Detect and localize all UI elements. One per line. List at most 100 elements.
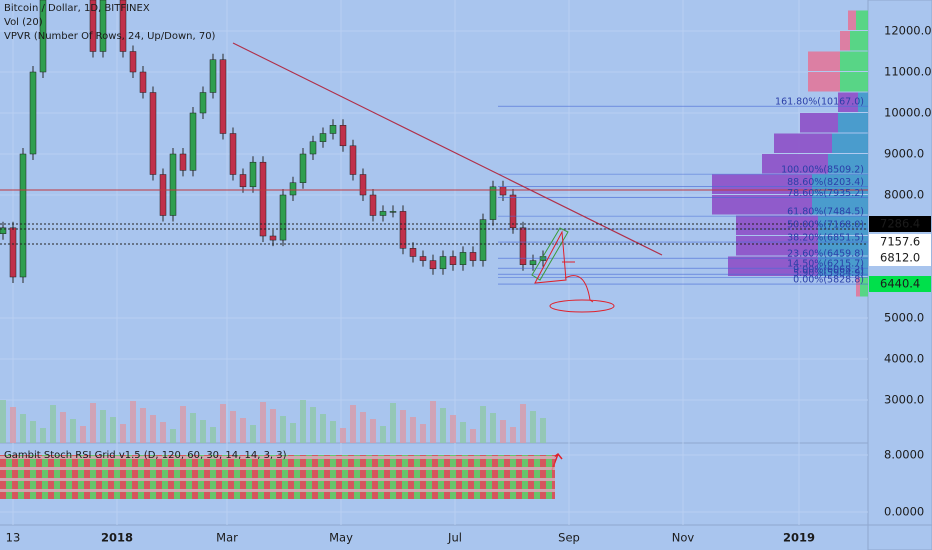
symbol-title: Bitcoin / Dollar, 1D, BITFINEX [4,3,150,14]
vpvr-up [812,195,868,215]
vpvr-up [838,113,868,133]
volume-bar [140,408,146,443]
vpvr-up [860,277,868,297]
volume-bar [350,405,356,443]
volume-bar [370,419,376,443]
candle [319,133,327,142]
volume-bar [170,429,176,443]
candle [499,186,507,196]
candle [39,0,47,73]
candle [259,161,267,237]
price-tag [869,250,931,266]
fib-label: 50.00%(7168.0) [787,220,864,231]
price-tick-label: 5000.0 [884,311,924,325]
volume-bar [210,427,216,443]
vpvr-down [712,174,812,194]
volume-bar [400,410,406,443]
price-tick-label: 8000.0 [884,188,924,202]
volume-bar [320,414,326,443]
vpvr-up [840,72,868,92]
volume-bar [420,424,426,443]
price-tag-label: 6812.0 [880,251,920,265]
volume-bar [440,408,446,443]
fib-label: 23.60%(6459.8) [787,249,864,260]
price-tick-label: 4000.0 [884,352,924,366]
candle [119,0,127,52]
volume-bar [240,418,246,443]
candle [419,256,427,261]
vpvr-up [812,174,868,194]
candle [519,227,527,265]
candle [289,182,297,196]
trend-line [232,42,663,256]
vpvr-down [840,31,850,51]
volume-bar [460,422,466,443]
fib-label: 5.90%(5984.9) [793,268,864,279]
candle [369,194,377,216]
candle [159,174,167,216]
candle [339,125,347,147]
vpvr-up [840,51,868,71]
vpvr-down [712,195,812,215]
volume-bar [100,410,106,443]
fib-label: 61.80%(7484.5) [787,207,864,218]
price-tag [869,234,931,250]
oscillator-title: Gambit Stoch RSI Grid v1.5 (D, 120, 60, … [4,450,287,461]
vpvr-down [848,10,856,30]
candle [29,71,37,155]
candle [489,186,497,220]
vpvr-down [762,154,828,174]
volume-bar [260,402,266,443]
volume-bar [340,428,346,443]
time-label: Nov [672,531,695,545]
price-tick-label: 9000.0 [884,147,924,161]
volume-bar [110,417,116,443]
candle [469,252,477,261]
volume-bar [410,417,416,443]
time-label: Mar [216,531,238,545]
time-label: Sep [558,531,580,545]
volume-bar [300,400,306,443]
candle [439,256,447,270]
fib-label: 0.00%(5828.8) [793,275,864,286]
candle [9,227,17,278]
candle [239,174,247,188]
volume-bar [10,407,16,443]
price-axis-panel [867,0,932,550]
volume-bar [430,401,436,443]
candle [269,235,277,241]
price-tick-label: 12000.0 [884,24,932,38]
price-tag-label: 7286.4 [880,217,920,231]
drawing [534,230,575,284]
candle [409,248,417,257]
volume-bar [20,414,26,443]
fib-label: 161.80%(10167.0) [775,97,864,108]
time-label: 13 [6,531,21,545]
candle [199,92,207,114]
volume-bar [310,407,316,443]
time-label: May [329,531,353,545]
volume-bar [500,420,506,443]
volume-bar [0,400,6,443]
fib-label: 88.60%(8203.4) [787,177,864,188]
vpvr-down [736,236,818,256]
candle [479,219,487,261]
oscillator-grid [0,455,555,499]
candle [429,260,437,270]
volume-bar [510,427,516,443]
candle [229,133,237,175]
vpvr-down [774,133,832,153]
price-tag-label: 7157.6 [880,235,920,249]
price-tick-label: 10000.0 [884,106,932,120]
candle [299,153,307,183]
volume-bar [330,421,336,443]
volume-bar [280,416,286,443]
volume-bar [450,415,456,443]
vpvr-down [736,215,818,235]
vpvr-up [850,31,868,51]
candle [309,141,317,155]
candle [0,227,7,234]
price-tag [869,216,931,232]
price-tag [869,276,931,292]
